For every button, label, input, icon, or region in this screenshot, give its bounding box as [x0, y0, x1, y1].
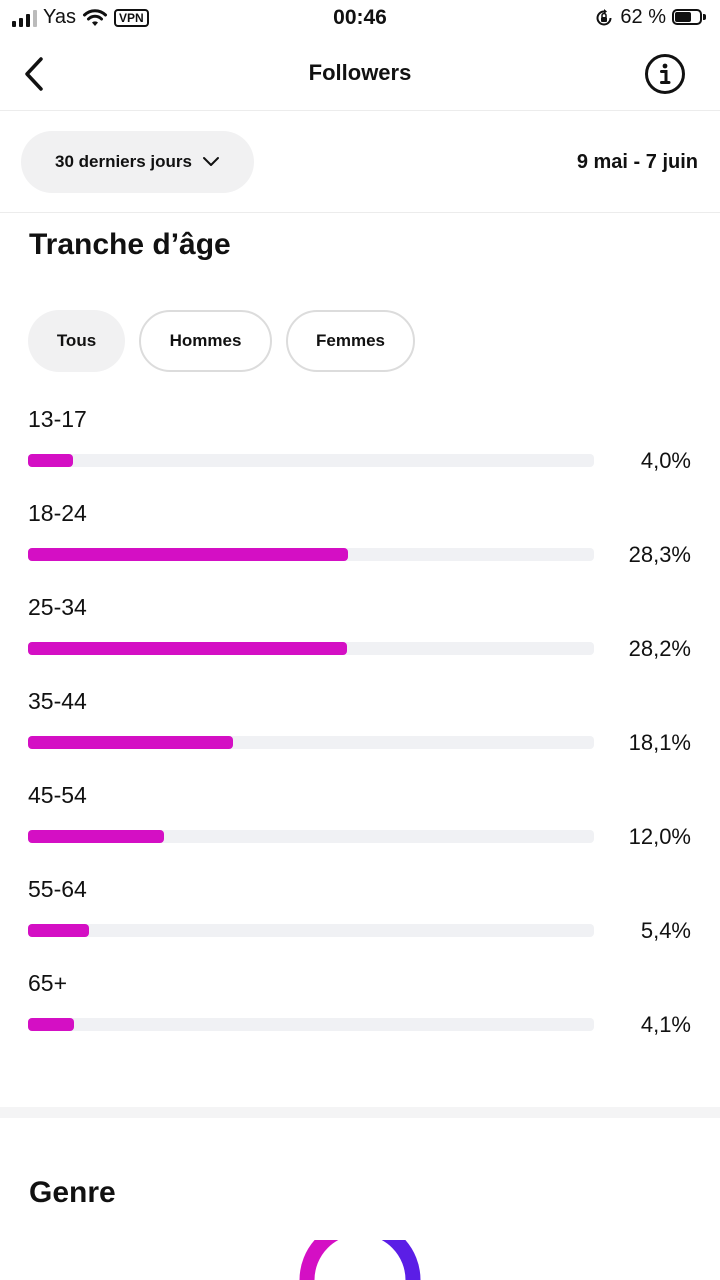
- age-bar-fill: [28, 454, 73, 467]
- age-range-label: 25-34: [28, 594, 87, 620]
- status-time: 00:46: [333, 6, 387, 29]
- age-row: 45-54 12,0%: [0, 782, 720, 876]
- age-range-label: 55-64: [28, 876, 87, 902]
- age-row: 35-44 18,1%: [0, 688, 720, 782]
- carrier-name: Yas: [43, 6, 76, 28]
- age-percent: 18,1%: [628, 730, 691, 755]
- age-row: 65+ 4,1%: [0, 970, 720, 1064]
- age-bar-track: [28, 736, 594, 749]
- age-bar-fill: [28, 736, 233, 749]
- age-bar-fill: [28, 924, 89, 937]
- age-percent: 5,4%: [640, 918, 691, 943]
- age-range-label: 65+: [28, 970, 68, 996]
- age-percent: 4,0%: [640, 448, 691, 473]
- date-filter-row: 30 derniers jours 9 mai - 7 juin: [0, 111, 720, 213]
- date-range-text: 9 mai - 7 juin: [576, 151, 698, 173]
- age-bar-fill: [28, 1018, 74, 1031]
- age-row: 13-17 4,0%: [0, 406, 720, 500]
- age-bar-track: [28, 642, 594, 655]
- age-range-label: 13-17: [28, 406, 87, 432]
- page-title: Followers: [308, 60, 412, 85]
- vpn-badge: VPN: [113, 8, 149, 27]
- age-row: 55-64 5,4%: [0, 876, 720, 970]
- age-range-label: 18-24: [28, 500, 87, 526]
- age-section-title: Tranche d’âge: [29, 228, 231, 261]
- donut-segment-purple: [381, 1240, 421, 1280]
- tab-femmes[interactable]: Femmes: [286, 310, 415, 372]
- date-range-dropdown-label: 30 derniers jours: [54, 152, 192, 171]
- age-bar-track: [28, 454, 594, 467]
- gender-section-title: Genre: [29, 1176, 116, 1209]
- battery-icon: [672, 8, 708, 27]
- age-range-label: 35-44: [28, 688, 87, 714]
- status-left: Yas VPN: [12, 6, 149, 29]
- age-bar-fill: [28, 830, 164, 843]
- age-bar-fill: [28, 642, 347, 655]
- status-bar: Yas VPN 00:46 62 %: [0, 0, 720, 38]
- wifi-icon: [82, 8, 107, 26]
- chevron-down-icon: [203, 157, 219, 166]
- age-percent: 12,0%: [628, 824, 691, 849]
- info-icon[interactable]: [644, 53, 686, 95]
- age-bar-track: [28, 830, 594, 843]
- gender-filter-tabs: Tous Hommes Femmes: [28, 310, 415, 372]
- age-percent: 28,2%: [628, 636, 691, 661]
- orientation-lock-icon: [596, 8, 612, 25]
- age-bar-track: [28, 1018, 594, 1031]
- donut-segment-pink: [299, 1240, 339, 1280]
- age-row: 18-24 28,3%: [0, 500, 720, 594]
- gender-donut-chart: [299, 1240, 421, 1280]
- tab-tous[interactable]: Tous: [28, 310, 125, 372]
- chevron-left-icon: [25, 57, 43, 91]
- age-range-label: 45-54: [28, 782, 87, 808]
- signal-icon: [12, 9, 37, 27]
- top-nav: Followers: [0, 38, 720, 111]
- battery-percent: 62 %: [620, 6, 666, 28]
- age-bar-fill: [28, 548, 348, 561]
- age-percent: 28,3%: [628, 542, 691, 567]
- age-bar-track: [28, 548, 594, 561]
- age-distribution-list: 13-17 4,0% 18-24 28,3% 25-34 28,2% 35-44…: [0, 406, 720, 1064]
- section-divider: [0, 1107, 720, 1118]
- status-right: 62 %: [594, 6, 708, 29]
- age-bar-track: [28, 924, 594, 937]
- back-button[interactable]: [14, 52, 54, 96]
- age-row: 25-34 28,2%: [0, 594, 720, 688]
- tab-hommes[interactable]: Hommes: [139, 310, 272, 372]
- age-percent: 4,1%: [640, 1012, 691, 1037]
- date-range-dropdown[interactable]: 30 derniers jours: [21, 131, 254, 193]
